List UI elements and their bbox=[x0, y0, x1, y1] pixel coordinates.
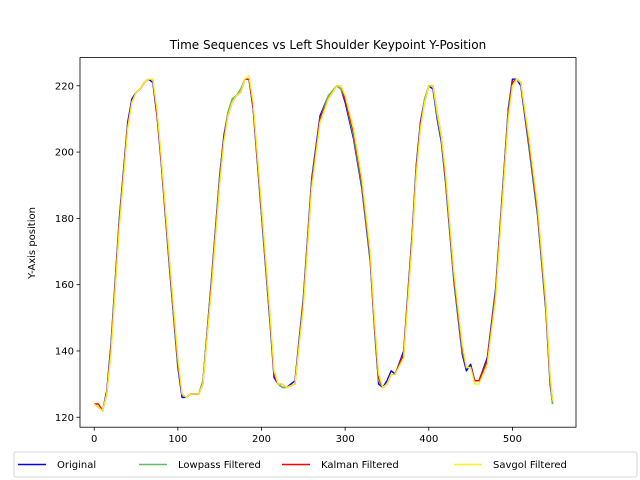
y-ticks: 120 140 160 180 200 220 bbox=[55, 81, 80, 424]
y-tick-label: 160 bbox=[55, 280, 74, 291]
legend-label: Savgol Filtered bbox=[493, 460, 567, 471]
y-tick-label: 220 bbox=[55, 81, 74, 92]
legend: Original Lowpass Filtered Kalman Filtered S… bbox=[13, 451, 638, 478]
y-tick-label: 140 bbox=[55, 346, 74, 357]
legend-label: Lowpass Filtered bbox=[178, 460, 261, 471]
plot-frame bbox=[79, 57, 577, 428]
chart-title: Time Sequences vs Left Shoulder Keypoint… bbox=[169, 38, 486, 52]
x-tick-label: 0 bbox=[91, 434, 97, 445]
legend-box bbox=[13, 451, 638, 478]
x-tick-label: 200 bbox=[252, 434, 271, 445]
x-tick-label: 300 bbox=[336, 434, 355, 445]
y-tick-label: 120 bbox=[55, 413, 74, 424]
x-tick-label: 400 bbox=[419, 434, 438, 445]
legend-label: Kalman Filtered bbox=[321, 460, 399, 471]
x-ticks: 0 100 200 300 400 500 bbox=[91, 427, 522, 445]
y-axis-label: Y-Axis position bbox=[27, 207, 38, 280]
series-line-4 bbox=[93, 75, 554, 412]
legend-label: Original bbox=[57, 460, 96, 471]
x-tick-label: 500 bbox=[503, 434, 522, 445]
y-tick-label: 180 bbox=[55, 214, 74, 225]
series-layer bbox=[93, 75, 554, 412]
x-tick-label: 100 bbox=[168, 434, 187, 445]
y-tick-label: 200 bbox=[55, 148, 74, 159]
